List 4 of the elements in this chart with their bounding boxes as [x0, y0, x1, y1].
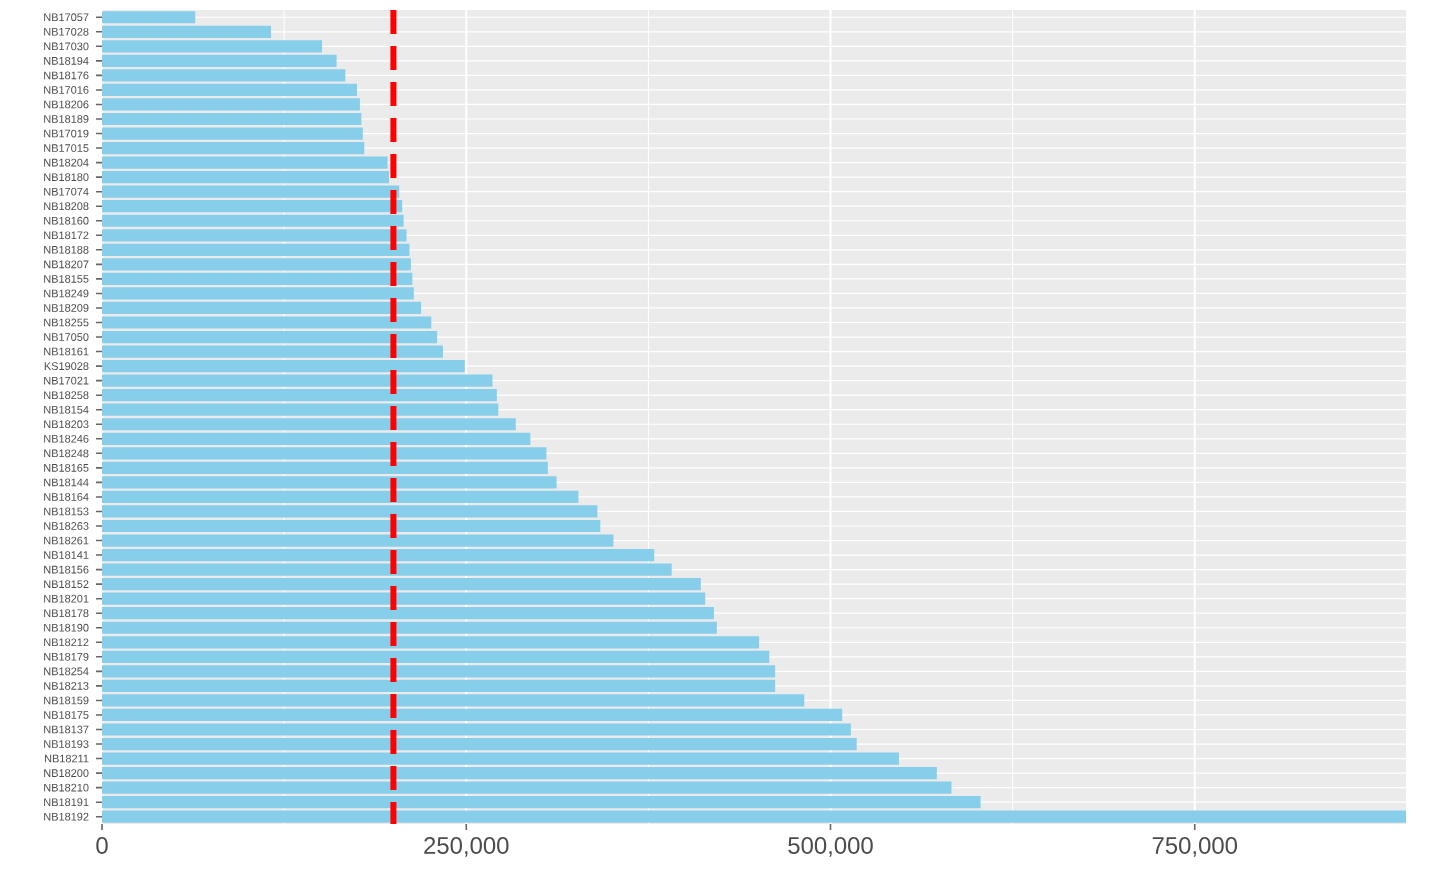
x-tick-label: 250,000 — [424, 837, 509, 857]
x-tick-label: 500,000 — [788, 837, 873, 857]
x-tick-label: 750,000 — [1152, 837, 1238, 857]
x-tick-label: 0 — [96, 837, 108, 854]
